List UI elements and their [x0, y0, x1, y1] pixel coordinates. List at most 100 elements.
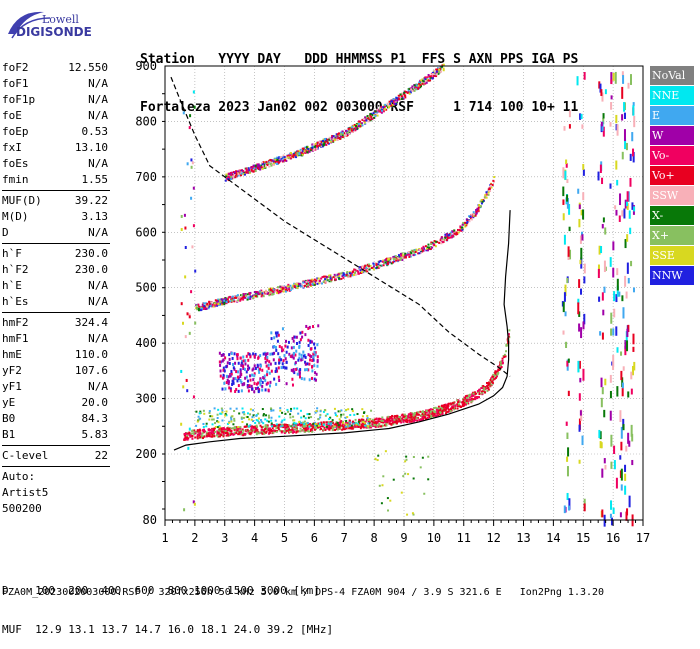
echo-point	[322, 425, 325, 428]
echo-point	[293, 425, 296, 428]
echo-point	[338, 277, 341, 280]
echo-point	[276, 163, 279, 166]
echo-point	[285, 287, 288, 290]
echo-point	[226, 432, 229, 435]
echo-point	[412, 249, 415, 252]
echo-point	[338, 274, 341, 277]
echo-point	[430, 414, 433, 417]
echo-point	[258, 370, 261, 374]
echo-point	[466, 396, 469, 399]
echo-point	[621, 210, 624, 217]
echo-point	[324, 278, 327, 281]
echo-point	[259, 364, 262, 368]
echo-point	[449, 231, 452, 234]
echo-point	[274, 424, 277, 427]
echo-point	[336, 133, 339, 136]
echo-point	[247, 168, 250, 171]
echo-point	[415, 249, 418, 252]
echo-point	[337, 136, 340, 139]
echo-point	[301, 335, 304, 339]
echo-point	[384, 420, 387, 423]
echo-point	[391, 421, 394, 424]
echo-point	[614, 71, 617, 84]
echo-point	[228, 421, 231, 424]
echo-point	[239, 368, 242, 372]
echo-point	[615, 114, 618, 124]
echo-point	[242, 170, 245, 173]
echo-point	[483, 389, 486, 392]
echo-point	[399, 258, 402, 261]
echo-point	[568, 505, 571, 511]
echo-point	[202, 428, 205, 431]
echo-point	[501, 359, 504, 362]
echo-point	[292, 345, 295, 349]
echo-point	[317, 277, 320, 280]
echo-point	[360, 122, 363, 125]
x-tick-label: 15	[576, 531, 590, 545]
echo-point	[422, 80, 425, 83]
echo-point	[349, 414, 352, 417]
echo-point	[431, 414, 434, 417]
echo-point	[290, 407, 293, 410]
echo-point	[344, 275, 347, 278]
echo-point	[367, 425, 370, 428]
echo-point	[372, 420, 375, 423]
echo-point	[329, 275, 332, 278]
echo-point	[405, 458, 408, 461]
echo-point	[208, 429, 211, 432]
echo-point	[623, 129, 626, 142]
echo-point	[328, 275, 331, 278]
echo-point	[394, 257, 397, 260]
echo-point	[412, 413, 415, 416]
echo-point	[630, 371, 633, 380]
echo-point	[317, 422, 320, 425]
echo-point	[208, 301, 211, 304]
y-tick-label: 500	[135, 281, 157, 295]
echo-point	[244, 296, 247, 299]
echo-point	[610, 95, 613, 100]
echo-point	[580, 209, 583, 216]
echo-point	[264, 388, 267, 392]
echo-point	[268, 360, 271, 364]
muf-row: MUF 12.9 13.1 13.7 14.7 16.0 18.1 24.0 3…	[2, 623, 334, 636]
echo-point	[229, 178, 232, 181]
echo-point	[213, 302, 216, 305]
echo-point	[335, 426, 338, 429]
echo-point	[304, 360, 307, 364]
echo-point	[370, 409, 373, 412]
x-tick-label: 12	[486, 531, 500, 545]
echo-point	[250, 384, 253, 388]
echo-point	[206, 306, 209, 309]
echo-point	[313, 283, 316, 286]
echo-point	[273, 377, 276, 381]
echo-point	[289, 429, 292, 432]
echo-point	[254, 168, 257, 171]
echo-point	[216, 420, 219, 423]
echo-point	[433, 70, 436, 73]
echo-point	[223, 381, 226, 385]
echo-point	[284, 428, 287, 431]
echo-point	[627, 432, 630, 444]
echo-point	[328, 136, 331, 139]
echo-point	[274, 289, 277, 292]
echo-point	[623, 208, 626, 219]
echo-point	[439, 412, 442, 415]
echo-point	[444, 236, 447, 239]
echo-point	[240, 172, 243, 175]
echo-point	[186, 162, 189, 166]
echo-point	[344, 129, 347, 132]
echo-point	[311, 143, 314, 146]
echo-point	[245, 167, 248, 170]
echo-point	[239, 370, 242, 374]
echo-point	[440, 404, 443, 407]
echo-point	[196, 429, 199, 432]
echo-point	[370, 116, 373, 119]
echo-point	[440, 242, 443, 245]
echo-point	[464, 225, 467, 228]
echo-point	[372, 425, 375, 428]
echo-point	[388, 420, 391, 423]
echo-point	[363, 121, 366, 124]
echo-point	[319, 282, 322, 285]
echo-point	[356, 269, 359, 272]
echo-point	[395, 99, 398, 102]
